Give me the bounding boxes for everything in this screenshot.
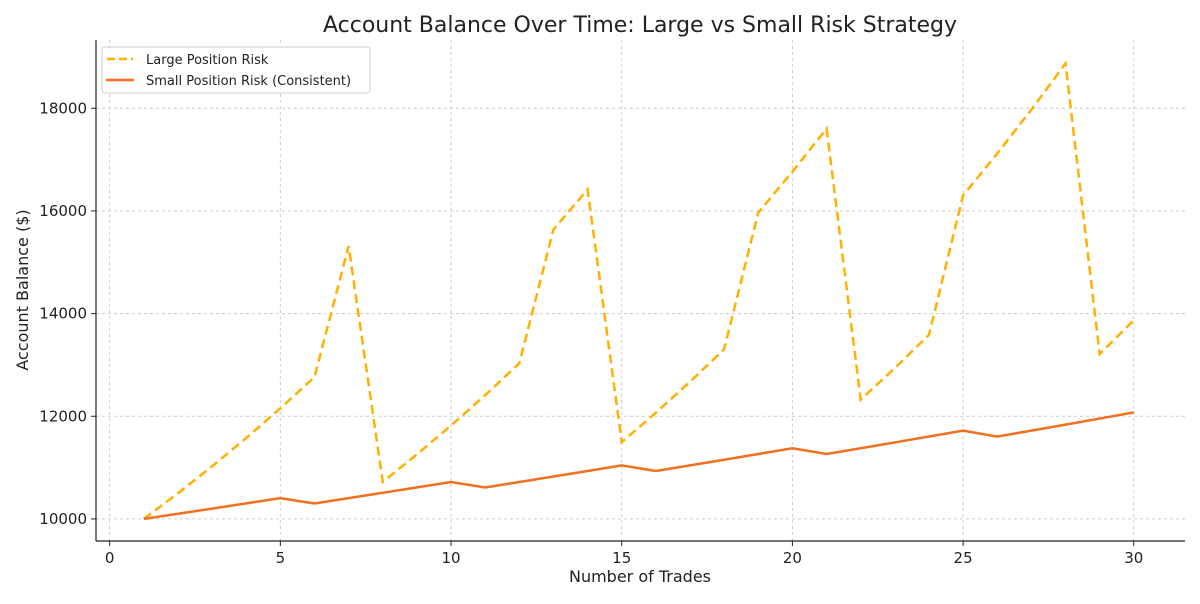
series-line-small-risk [143, 411, 1135, 521]
x-axis-label: Number of Trades [569, 567, 711, 586]
y-tick-label: 16000 [39, 202, 87, 220]
y-tick-label: 14000 [39, 305, 87, 323]
legend-box [101, 46, 371, 94]
y-tick-label: 18000 [39, 99, 87, 117]
x-tick-label: 30 [1124, 549, 1143, 567]
x-tick-label: 0 [105, 549, 115, 567]
legend: Large Position Risk Small Position Risk … [101, 46, 371, 94]
y-axis-label: Account Balance ($) [13, 209, 32, 370]
plot-frame [96, 40, 1185, 541]
legend-label-large: Large Position Risk [146, 53, 269, 68]
grid [96, 40, 1185, 541]
x-tick-label: 15 [612, 549, 631, 567]
x-tick-label: 20 [783, 549, 802, 567]
y-tick-label: 12000 [39, 407, 87, 425]
x-tick-label: 25 [954, 549, 973, 567]
series-group [143, 60, 1135, 521]
legend-label-small: Small Position Risk (Consistent) [146, 74, 351, 89]
chart-title: Account Balance Over Time: Large vs Smal… [323, 13, 957, 38]
series-line-large-risk [143, 60, 1135, 520]
x-tick-label: 10 [441, 549, 460, 567]
y-tick-label: 10000 [39, 510, 87, 528]
x-tick-label: 5 [276, 549, 286, 567]
ticks: 0 5 10 15 20 25 30 10000 12000 14000 16000 18000 [39, 99, 1143, 567]
